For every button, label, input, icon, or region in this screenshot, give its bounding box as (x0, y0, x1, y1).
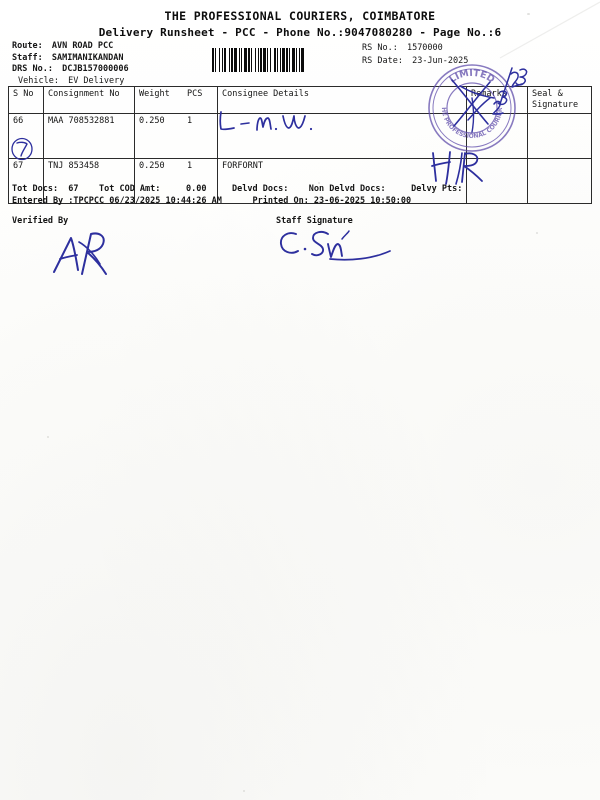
route-label: Route: (12, 41, 43, 51)
col-s-no: S No (8, 86, 44, 114)
table-row: 66 MAA 708532881 0.250 1 (8, 113, 592, 159)
scan-speck (243, 790, 245, 792)
cell-seal-signature (527, 113, 592, 159)
cell-consignee-details (217, 113, 467, 159)
document-subtitle: Delivery Runsheet - PCC - Phone No.:9047… (98, 26, 502, 39)
route-value: AVN ROAD PCC (51, 41, 114, 51)
col-seal-signature: Seal & Signature (527, 86, 592, 114)
totals-line: Tot Docs: 67 Tot COD Amt: 0.00 Delvd Doc… (12, 184, 463, 194)
col-consignment-no: Consignment No (43, 86, 135, 114)
entered-printed-line: Entered By :TPCPCC 06/23/2025 10:44:26 A… (12, 196, 412, 206)
staff-label: Staff: (12, 52, 43, 63)
cell-remarks (466, 113, 528, 159)
verified-by-label: Verified By (12, 216, 69, 226)
staff-line: Staff: SAMIMANIKANDAN (12, 53, 129, 65)
table-row: 67 TNJ 853458 0.250 1 FORFORNT (8, 158, 592, 204)
rs-date-label: RS Date: (362, 55, 403, 66)
cell-s-no: 66 (8, 113, 44, 159)
scan-speck (536, 232, 538, 234)
rs-no-value: 1570000 (406, 43, 443, 53)
cell-consignment-no: TNJ 853458 (43, 158, 135, 204)
col-consignee-details: Consignee Details (217, 86, 467, 114)
col-weight: Weight (134, 86, 183, 114)
col-remarks: Remarks (466, 86, 528, 114)
cell-seal-signature (527, 158, 592, 204)
cell-pcs: 1 (183, 113, 218, 159)
drs-no-label: DRS No.: (12, 64, 53, 75)
staff-signature-label: Staff Signature (276, 216, 353, 226)
header-meta-left: Route: AVN ROAD PCC Staff: SAMIMANIKANDA… (12, 41, 129, 87)
table-header: S No Consignment No Weight PCS Consignee… (8, 86, 592, 114)
svg-text:LIMITED: LIMITED (447, 68, 496, 86)
document-title: THE PROFESSIONAL COURIERS, COIMBATORE (164, 9, 436, 23)
cell-weight: 0.250 (134, 113, 183, 159)
drs-no-line: DRS No.: DCJB157000006 (12, 64, 129, 76)
cell-weight: 0.250 (134, 158, 183, 204)
header-meta-right: RS No.: 1570000 RS Date: 23-Jun-2025 (362, 42, 468, 67)
handwriting-verified-by-signature (48, 228, 138, 280)
cell-remarks (466, 158, 528, 204)
table-header-row: S No Consignment No Weight PCS Consignee… (8, 86, 592, 114)
rs-date-line: RS Date: 23-Jun-2025 (362, 55, 468, 68)
vehicle-label: Vehicle: (18, 75, 59, 86)
cell-consignee-details: FORFORNT (217, 158, 467, 204)
route-line: Route: AVN ROAD PCC (12, 41, 129, 53)
staff-value: SAMIMANIKANDAN (51, 52, 124, 63)
scan-speck (527, 13, 530, 15)
rs-no-label: RS No.: (362, 43, 398, 53)
scan-speck (47, 436, 49, 438)
col-pcs: PCS (183, 86, 218, 114)
rs-date-value: 23-Jun-2025 (412, 55, 469, 66)
barcode-image (212, 48, 340, 72)
vehicle-value: EV Delivery (68, 75, 125, 86)
cell-consignment-no: MAA 708532881 (43, 113, 135, 159)
drs-no-value: DCJB157000006 (62, 64, 129, 75)
rs-no-line: RS No.: 1570000 (362, 42, 468, 55)
handwriting-staff-signature (272, 226, 422, 268)
stamp-text: LIMITED (447, 68, 496, 86)
vehicle-line: Vehicle: EV Delivery (12, 76, 129, 88)
